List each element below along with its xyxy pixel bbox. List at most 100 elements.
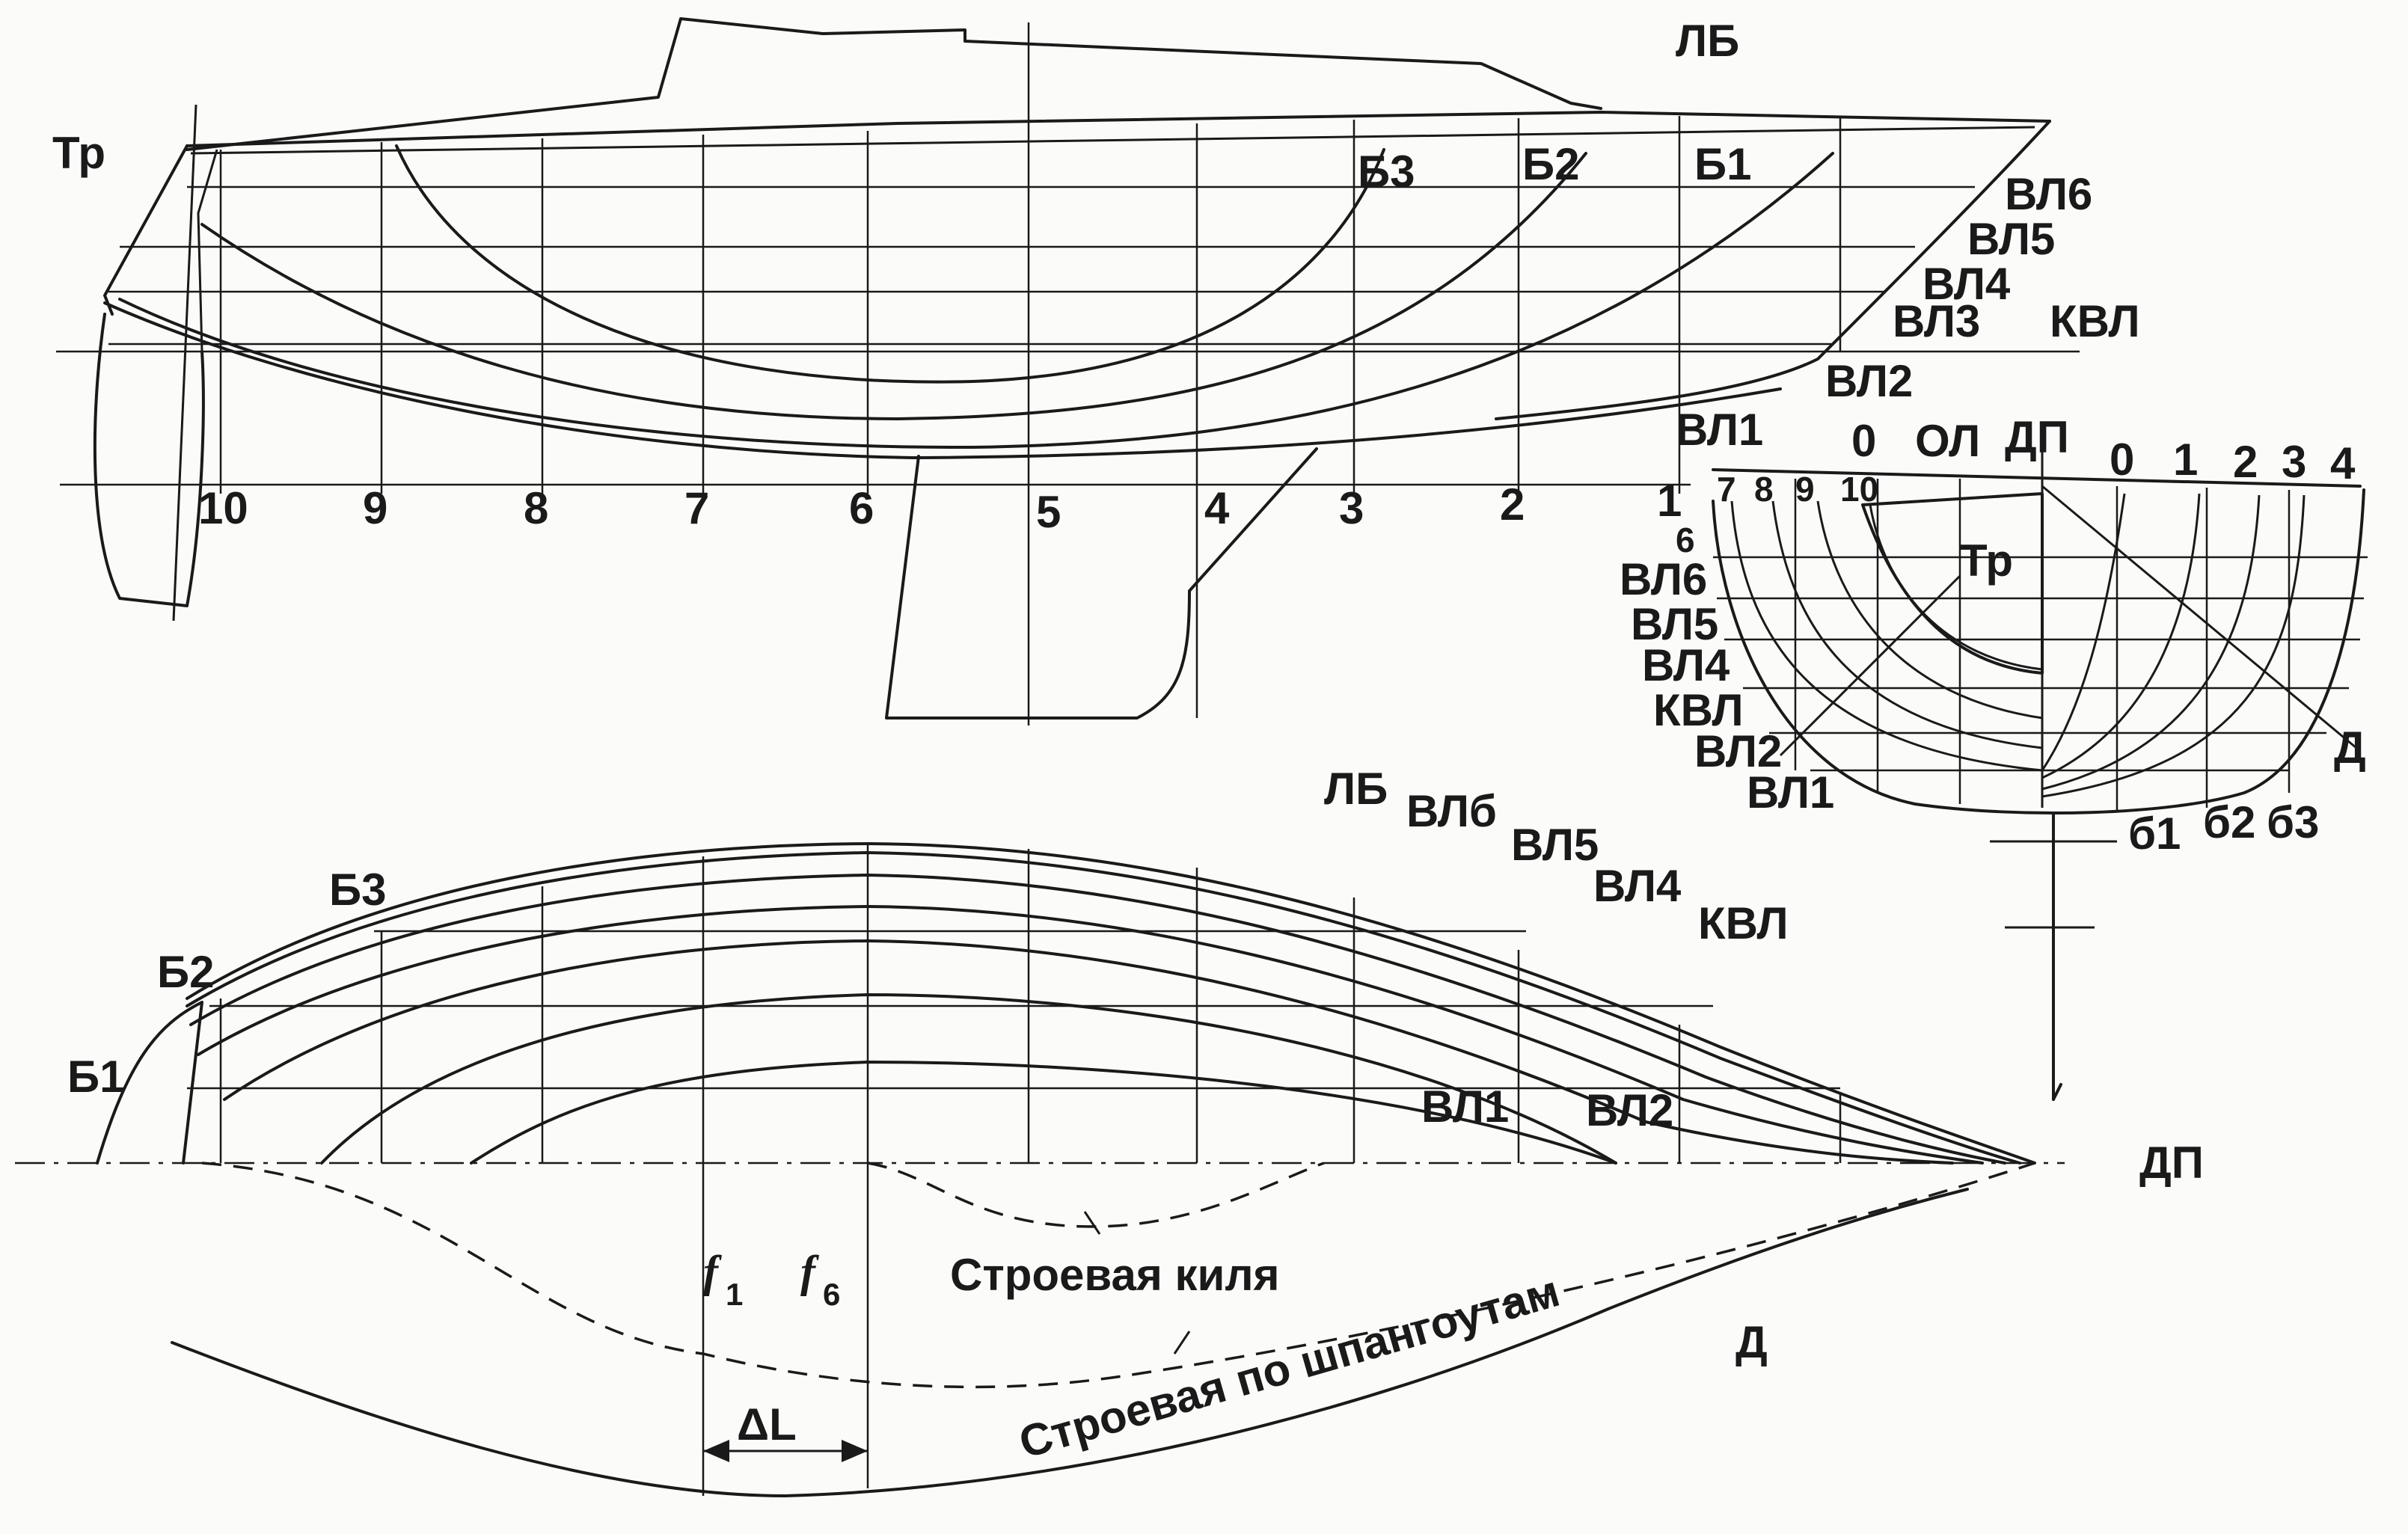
bow-profile	[1495, 120, 2051, 420]
bp-label-vl2: ВЛ2	[1694, 726, 1782, 776]
bp-label-fwd4: 4	[2330, 438, 2356, 488]
label-b3: Б3	[1358, 147, 1415, 197]
label-station-8: 8	[524, 483, 548, 533]
half-breadth-view: ЛБ ВЛб ВЛ5 ВЛ4 КВЛ ВЛ1 ВЛ2 Б3 Б2 Б1 ДП С…	[15, 764, 2204, 1497]
coachroof-outline	[186, 17, 1602, 151]
bp-keel-bottom	[2052, 1083, 2062, 1101]
hb-waterline-dwl	[223, 939, 1954, 1165]
hb-frames-area-curve	[201, 1162, 2035, 1389]
hb-label-vl5: ВЛ5	[1511, 820, 1599, 870]
bp-label-vl1: ВЛ1	[1747, 767, 1834, 817]
label-station-10: 10	[198, 483, 248, 533]
bp-label-vl4: ВЛ4	[1642, 640, 1730, 690]
buttock-b2	[200, 152, 1587, 420]
bp-diagonal-aft	[1779, 574, 1961, 757]
label-vl3: ВЛ3	[1893, 296, 1980, 346]
fwd-section-1	[2041, 493, 2201, 779]
transom-inner	[197, 149, 218, 352]
hb-label-vl4: ВЛ4	[1593, 861, 1682, 911]
bp-label-st7: 7	[1717, 470, 1736, 509]
hb-waterline-vl1	[470, 1061, 1617, 1165]
label-dwl: КВЛ	[2050, 296, 2140, 346]
canoe-body-bottom	[103, 301, 1782, 459]
bp-label-zero-aft: 0	[1851, 416, 1876, 466]
hb-label-vl1: ВЛ1	[1421, 1082, 1509, 1132]
bp-diagonal	[2041, 485, 2357, 749]
rudder-stock	[172, 104, 197, 622]
label-b1: Б1	[1694, 139, 1752, 189]
hb-label-f6: f	[800, 1247, 819, 1296]
label-vl4: ВЛ4	[1923, 259, 2011, 309]
bp-label-fwd3: 3	[2282, 437, 2306, 487]
bp-label-vl5: ВЛ5	[1631, 599, 1718, 649]
hb-label-dwl: КВЛ	[1698, 898, 1789, 948]
hb-label-delta-l: ΔL	[737, 1399, 797, 1449]
hb-waterline-vl6	[186, 851, 2021, 1165]
label-station-4: 4	[1204, 483, 1230, 533]
hb-leader-keel-curve	[1083, 1211, 1101, 1235]
hb-label-f1: f	[703, 1247, 722, 1296]
label-transom: Тр	[52, 128, 105, 178]
bp-label-b2: б2	[2203, 797, 2255, 847]
hb-sheer-line	[186, 842, 2036, 1165]
fwd-section-2	[2041, 494, 2261, 791]
bp-transom-section	[1861, 492, 2044, 675]
sheer-line	[186, 111, 2051, 147]
label-station-3: 3	[1339, 483, 1364, 533]
label-vl2: ВЛ2	[1825, 356, 1913, 406]
hb-keel-area-curve	[867, 1162, 1325, 1228]
hb-delta-l-arrow-left	[703, 1440, 729, 1462]
hb-leader-frames-curve	[1173, 1331, 1191, 1354]
aft-section-9	[1816, 500, 2043, 720]
buttock-b3	[395, 144, 1385, 384]
profile-waterlines	[56, 185, 2080, 486]
hb-label-b2: Б2	[157, 947, 215, 997]
profile-stations	[219, 22, 1842, 725]
body-plan-view: 0 ОЛ ДП 7 8 9 10 6 0 1 2 3 4 ВЛ6 ВЛ5 ВЛ4…	[1620, 412, 2368, 1101]
label-vl1: ВЛ1	[1676, 405, 1763, 455]
body-plan-outer-section	[1712, 488, 2365, 814]
bp-label-st9: 9	[1795, 470, 1815, 509]
profile-view: Тр ЛБ Б3 Б2 Б1 ВЛ6 ВЛ5 ВЛ4 ВЛ3 ВЛ2 ВЛ1 К…	[52, 16, 2140, 725]
bp-label-fwd2: 2	[2233, 437, 2258, 487]
label-vl5: ВЛ5	[1967, 214, 2055, 264]
hb-label-vl2: ВЛ2	[1586, 1085, 1673, 1135]
hb-label-centerline: ДП	[2139, 1138, 2204, 1188]
hb-label-b1: Б1	[67, 1052, 125, 1102]
hb-label-b3: Б3	[329, 865, 387, 915]
label-sheer: ЛБ	[1676, 16, 1739, 66]
hb-waterline-vl5	[189, 874, 2006, 1165]
fwd-section-0	[2041, 493, 2126, 771]
hb-label-f1-sub: 1	[726, 1277, 743, 1312]
bp-label-b1: б1	[2128, 809, 2181, 859]
label-station-2: 2	[1500, 479, 1525, 530]
hb-label-diagonal: Д	[1735, 1317, 1768, 1367]
label-b2: Б2	[1522, 139, 1580, 189]
body-plan-deck-line	[1712, 468, 2362, 488]
bp-label-diagonal: Д	[2334, 722, 2366, 773]
label-vl6: ВЛ6	[2005, 169, 2092, 219]
fin-keel-outline	[885, 447, 1318, 720]
hb-label-sheer: ЛБ	[1324, 764, 1388, 814]
bp-label-transom: Тр	[1960, 536, 2013, 586]
bp-label-baseline: ОЛ	[1915, 416, 1980, 466]
bp-label-fwd1: 1	[2173, 435, 2198, 485]
bp-label-st6: 6	[1676, 521, 1695, 559]
label-station-6: 6	[849, 483, 874, 533]
transom-profile	[103, 144, 189, 316]
hb-delta-l-arrow-right	[842, 1440, 868, 1462]
bp-label-b3: б3	[2267, 797, 2319, 847]
bp-label-vl6: ВЛ6	[1620, 554, 1707, 604]
fwd-section-3	[2041, 494, 2306, 798]
hb-waterline-vl2	[320, 993, 1617, 1165]
bp-label-dwl: КВЛ	[1653, 685, 1744, 735]
bp-label-st8: 8	[1754, 470, 1774, 509]
bp-label-st10: 10	[1840, 470, 1878, 509]
hb-label-vl6: ВЛб	[1406, 786, 1497, 836]
label-station-9: 9	[363, 483, 387, 533]
bp-label-fwd0: 0	[2110, 435, 2134, 485]
bp-label-centerline: ДП	[2005, 412, 2069, 462]
hb-transom	[96, 1001, 203, 1165]
label-station-1: 1	[1657, 476, 1682, 526]
